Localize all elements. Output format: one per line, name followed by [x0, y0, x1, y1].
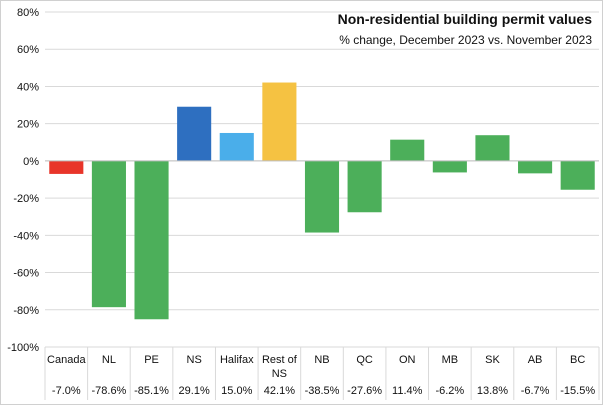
- chart-title: Non-residential building permit values: [338, 11, 593, 27]
- category-label: NS: [272, 368, 287, 380]
- category-label: NS: [187, 354, 202, 366]
- bar: [347, 160, 382, 213]
- y-tick-label: -80%: [13, 305, 39, 317]
- value-label: -6.2%: [435, 385, 464, 397]
- category-label: BC: [570, 354, 585, 366]
- category-label: QC: [356, 354, 373, 366]
- category-label: SK: [485, 354, 500, 366]
- value-label: 15.0%: [221, 385, 252, 397]
- value-label: -6.7%: [521, 385, 550, 397]
- value-label: 42.1%: [264, 385, 295, 397]
- category-label: NB: [314, 354, 329, 366]
- value-label: 11.4%: [392, 385, 423, 397]
- value-label: -85.1%: [134, 385, 169, 397]
- category-label: Rest of: [262, 354, 298, 366]
- bar: [91, 160, 126, 308]
- chart-subtitle: % change, December 2023 vs. November 202…: [339, 33, 592, 47]
- y-tick-label: 0%: [23, 156, 39, 168]
- value-label: -27.6%: [347, 385, 382, 397]
- y-tick-label: -100%: [7, 342, 39, 354]
- bar: [219, 132, 254, 161]
- y-tick-label: -20%: [13, 193, 39, 205]
- y-tick-label: 80%: [17, 7, 39, 19]
- bar: [134, 160, 169, 320]
- value-label: 13.8%: [477, 385, 508, 397]
- value-label: 29.1%: [179, 385, 210, 397]
- bar: [304, 160, 340, 233]
- value-label: -78.6%: [91, 385, 126, 397]
- value-label: -15.5%: [560, 385, 595, 397]
- category-label: ON: [399, 354, 416, 366]
- category-label: AB: [528, 354, 543, 366]
- bar: [390, 139, 425, 161]
- value-label: -38.5%: [305, 385, 340, 397]
- category-label: Halifax: [220, 354, 254, 366]
- category-label: PE: [144, 354, 159, 366]
- y-tick-label: 40%: [17, 81, 39, 93]
- category-label: MB: [442, 354, 459, 366]
- y-tick-label: 60%: [17, 44, 39, 56]
- bar: [262, 82, 297, 161]
- y-tick-label: 20%: [17, 119, 39, 131]
- y-tick-label: -60%: [13, 268, 39, 280]
- bar: [432, 160, 467, 173]
- category-label: NL: [102, 354, 116, 366]
- value-label: -7.0%: [52, 385, 81, 397]
- y-tick-label: -40%: [13, 230, 39, 242]
- bar: [560, 160, 595, 190]
- category-label: Canada: [47, 354, 86, 366]
- bar: [475, 135, 510, 161]
- bar: [49, 160, 84, 174]
- bar: [177, 106, 212, 161]
- bar: [518, 160, 553, 174]
